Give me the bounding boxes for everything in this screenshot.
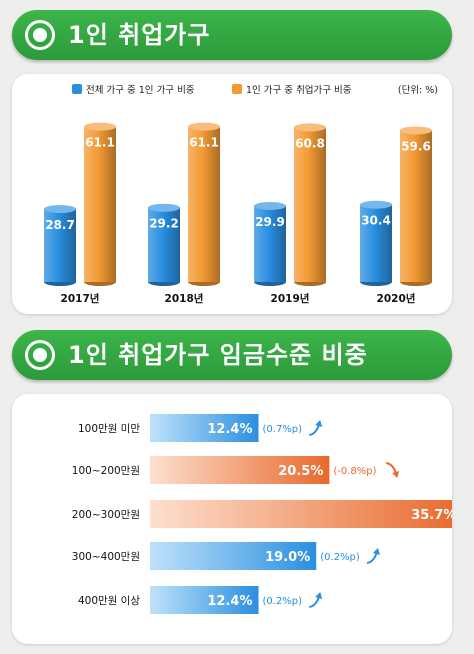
category-label: 300~400만원	[72, 551, 140, 563]
legend-label: 전체 가구 중 1인 가구 비중	[86, 85, 195, 96]
arrow-head	[392, 471, 400, 478]
change-label: (0.2%p)	[320, 552, 360, 563]
bar	[400, 130, 432, 282]
circle-bullet-icon	[25, 20, 55, 50]
section-title: 1인 취업가구 임금수준 비중	[68, 341, 368, 369]
wage-level-chart-panel: 100만원 미만 12.4% (0.7%p) 100~200만원 20.5% (-0.8%…	[12, 394, 474, 644]
bar	[150, 500, 463, 528]
bar	[44, 209, 76, 282]
bar	[150, 456, 330, 484]
arrow-head	[315, 420, 323, 427]
bar	[150, 542, 317, 570]
data-label: 60.8	[295, 136, 325, 150]
data-label: 12.4%	[207, 422, 252, 437]
data-label: 61.1	[189, 136, 219, 150]
bar	[254, 205, 286, 282]
bar-top	[148, 203, 180, 212]
category-label: 2018년	[165, 292, 204, 305]
bar	[294, 127, 326, 282]
category-label: 200~300만원	[72, 509, 140, 521]
category-label: 100~200만원	[72, 465, 140, 477]
data-label: 19.0%	[265, 550, 310, 565]
change-label: (-0.8%p)	[333, 466, 376, 477]
arrow-head	[315, 592, 323, 599]
data-label: 61.1	[85, 136, 115, 150]
change-label: (0.2%p)	[263, 596, 303, 607]
household-share-chart-panel: 전체 가구 중 1인 가구 비중 1인 가구 중 취업가구 비중 (단위: %) 28…	[12, 74, 452, 314]
legend-label: 1인 가구 중 취업가구 비중	[246, 84, 352, 96]
data-label: 30.4	[361, 214, 391, 228]
circle-bullet-icon	[25, 340, 55, 370]
bar	[150, 414, 259, 442]
category-label: 100만원 미만	[78, 423, 140, 435]
bar-top	[400, 126, 432, 135]
change-label: (0.7%p)	[263, 424, 303, 435]
category-label: 2020년	[377, 292, 416, 305]
bar	[150, 586, 259, 614]
data-label: 29.2	[149, 217, 179, 231]
bar-top	[360, 200, 392, 209]
category-label: 2019년	[271, 292, 310, 305]
bar	[148, 207, 180, 282]
bar	[360, 204, 392, 282]
legend-swatch	[72, 84, 82, 94]
bar-top	[294, 123, 326, 132]
data-label: 12.4%	[207, 594, 252, 609]
data-label: 59.6	[401, 139, 431, 153]
bar	[188, 126, 220, 282]
bar-top	[254, 201, 286, 210]
bar-top	[188, 122, 220, 131]
data-label: 35.7%	[411, 508, 452, 523]
bar-top	[84, 122, 116, 131]
legend-swatch	[232, 84, 242, 94]
category-label: 400만원 이상	[78, 595, 140, 607]
data-label: 28.7	[45, 218, 75, 232]
bar	[84, 126, 116, 282]
data-label: 20.5%	[278, 464, 323, 479]
data-label: 29.9	[255, 215, 285, 229]
section-header-single-worker-households: 1인 취업가구	[12, 10, 452, 60]
unit-note: (단위: %)	[398, 84, 438, 96]
arrow-head	[372, 548, 380, 555]
wage-level-chart: 100만원 미만 12.4% (0.7%p) 100~200만원 20.5% (-0.8%…	[72, 414, 474, 614]
bar-top	[44, 205, 76, 214]
household-share-chart: 전체 가구 중 1인 가구 비중 1인 가구 중 취업가구 비중 (단위: %) 28…	[44, 84, 438, 305]
section-header-wage-level-share: 1인 취업가구 임금수준 비중	[12, 330, 452, 380]
category-label: 2017년	[61, 292, 100, 305]
section-title: 1인 취업가구	[68, 21, 211, 49]
